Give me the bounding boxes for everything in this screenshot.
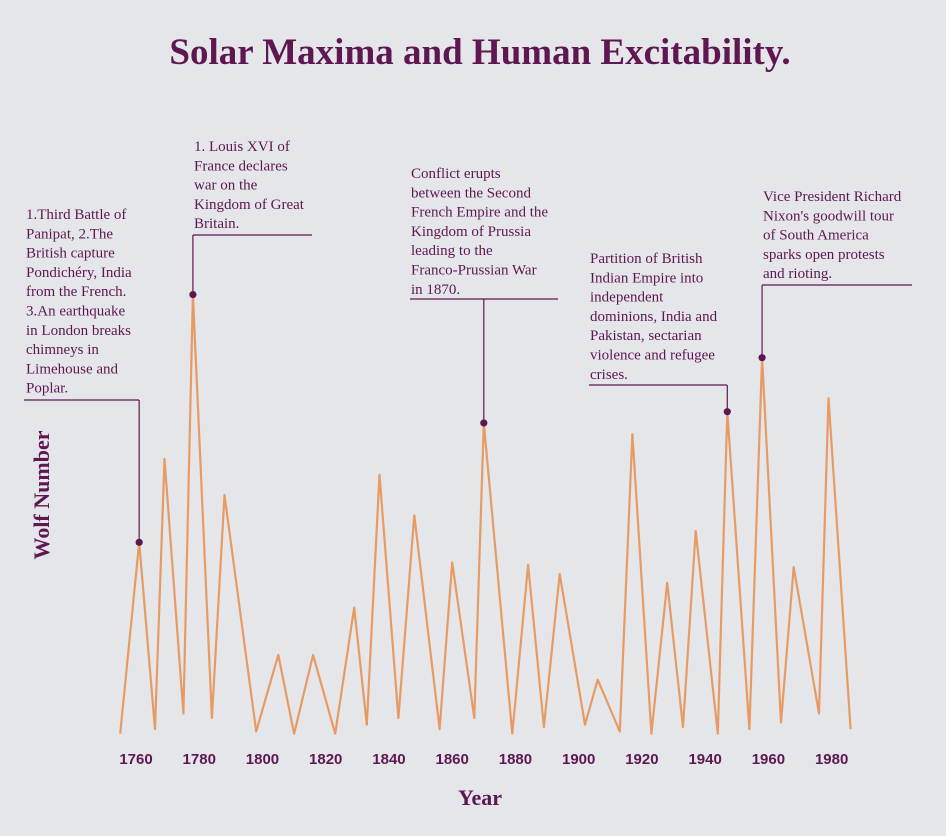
annotation-line: Pondichéry, India [26,265,132,281]
annotation-line: from the French. [26,284,126,300]
annotation-line: France declares [194,158,288,174]
annotation-line: violence and refugee [590,348,715,364]
annotation-line: British capture [26,246,115,262]
annotation-line: Nixon's goodwill tour [763,208,894,224]
annotation-line: chimneys in [26,342,99,358]
annotation-line: Limehouse and [26,361,119,377]
x-axis-label: Year [458,785,502,810]
annotation-line: French Empire and the [411,205,548,221]
annotation-line: Partition of British [590,251,703,267]
x-tick-label: 1980 [815,751,848,768]
annotation-line: crises. [590,367,628,383]
annotation-text: Conflict erupts between the Second French … [411,166,548,298]
annotation-line: independent [590,290,664,306]
annotation-line: sparks open protests [763,247,885,263]
x-tick-label: 1900 [562,751,595,768]
x-tick-label: 1780 [183,751,216,768]
annotation-text: Vice President Richard Nixon's goodwill t… [763,189,902,282]
annotation-line: 1.Third Battle of [26,207,126,223]
annotation-line: of South America [763,228,869,244]
annotation-line: in 1870. [411,282,460,298]
annotation-line: Britain. [194,216,239,232]
annotation-line: in London breaks [26,323,131,339]
annotation-text: 1. Louis XVI of France declares war on the… [194,139,305,232]
annotation-line: leading to the [411,243,493,259]
annotation-markers [135,291,766,546]
annotation-line: Indian Empire into [590,270,703,286]
x-tick-label: 1920 [625,751,658,768]
x-tick-label: 1760 [119,751,152,768]
x-tick-label: 1860 [436,751,469,768]
x-tick-label: 1840 [372,751,405,768]
annotation-text: Partition of British Indian Empire into in… [590,251,718,383]
annotation-marker [480,419,488,427]
annotation-line: between the Second [411,185,531,201]
y-axis-label: Wolf Number [29,430,54,559]
annotation-line: 1. Louis XVI of [194,139,290,155]
annotation-line: Kingdom of Great [194,197,305,213]
annotation-line: Kingdom of Prussia [411,224,531,240]
annotation-line: Vice President Richard [763,189,902,205]
annotation-marker [135,538,143,546]
annotation-line: Franco-Prussian War [411,263,537,279]
annotation-leaders [24,234,912,543]
annotation-text: 1.Third Battle of Panipat, 2.The British c… [26,207,132,397]
annotation-marker [758,354,766,362]
x-tick-label: 1800 [246,751,279,768]
annotation-line: Pakistan, sectarian [590,328,702,344]
annotation-marker [723,408,731,416]
annotation-line: 3.An earthquake [26,304,125,320]
annotation-line: Conflict erupts [411,166,501,182]
annotation-line: Poplar. [26,381,68,397]
annotation-marker [189,291,197,299]
x-tick-label: 1880 [499,751,532,768]
annotation-line: and rioting. [763,266,832,282]
x-tick-label: 1820 [309,751,342,768]
x-axis-ticks: 1760 1780 1800 1820 1840 1860 1880 1900 1920 1940… [119,751,848,768]
wolf-number-series-line [119,293,852,735]
annotation-line: dominions, India and [590,309,718,325]
x-tick-label: 1940 [688,751,721,768]
annotation-texts: 1.Third Battle of Panipat, 2.The British c… [26,139,902,397]
chart-title: Solar Maxima and Human Excitability. [169,32,790,73]
annotation-line: war on the [194,178,258,194]
annotation-line: Panipat, 2.The [26,226,113,242]
x-tick-label: 1960 [752,751,785,768]
